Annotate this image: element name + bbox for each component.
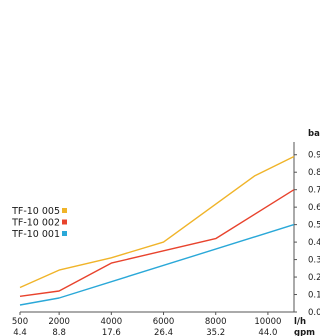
x-tick-label-primary: 8000 <box>205 317 227 327</box>
y-tick-label: 0.00 <box>308 308 320 318</box>
y-tick-label: 0.50 <box>308 221 320 231</box>
x-tick-label-secondary: 8.8 <box>52 328 66 336</box>
y-tick-label: 0.10 <box>308 291 320 301</box>
x-tick-label-primary: 2000 <box>48 317 70 327</box>
series-line-tf-10-001 <box>19 223 295 306</box>
y-tick-label: 0.20 <box>308 273 320 283</box>
y-axis-unit: bar <box>308 129 320 139</box>
axes <box>20 142 295 313</box>
x-tick-label-secondary: 4.4 <box>13 328 27 336</box>
x-tick-label-primary: 10000 <box>254 317 281 327</box>
x-tick-label-primary: 6000 <box>153 317 175 327</box>
legend-label: TF-10 001 <box>11 229 60 240</box>
x-tick-label-secondary: 35.2 <box>206 328 225 336</box>
series-line-tf-10-002 <box>19 189 295 297</box>
y-tick-label: 0.30 <box>308 256 320 266</box>
y-tick-label: 0.70 <box>308 186 320 196</box>
series-lines <box>19 155 295 306</box>
y-tick-label: 0.90 <box>308 151 320 161</box>
y-tick-label: 0.40 <box>308 238 320 248</box>
legend-swatch <box>62 219 67 225</box>
legend-swatch <box>62 208 67 213</box>
legend-label: TF-10 002 <box>11 218 60 229</box>
legend-swatch <box>62 231 67 236</box>
x-axis-unit-primary: l/h <box>294 317 306 327</box>
legend-label: TF-10 005 <box>11 206 60 217</box>
x-tick-label-secondary: 17.6 <box>102 328 121 336</box>
x-axis-unit-secondary: gpm <box>294 328 315 336</box>
series-line-tf-10-005 <box>19 155 295 289</box>
y-tick-label: 0.60 <box>308 203 320 213</box>
x-tick-label-secondary: 26.4 <box>154 328 173 336</box>
y-tick-label: 0.80 <box>308 168 320 178</box>
x-tick-label-secondary: 44.0 <box>258 328 277 336</box>
x-tick-label-primary: 500 <box>12 317 28 327</box>
x-tick-label-primary: 4000 <box>101 317 123 327</box>
